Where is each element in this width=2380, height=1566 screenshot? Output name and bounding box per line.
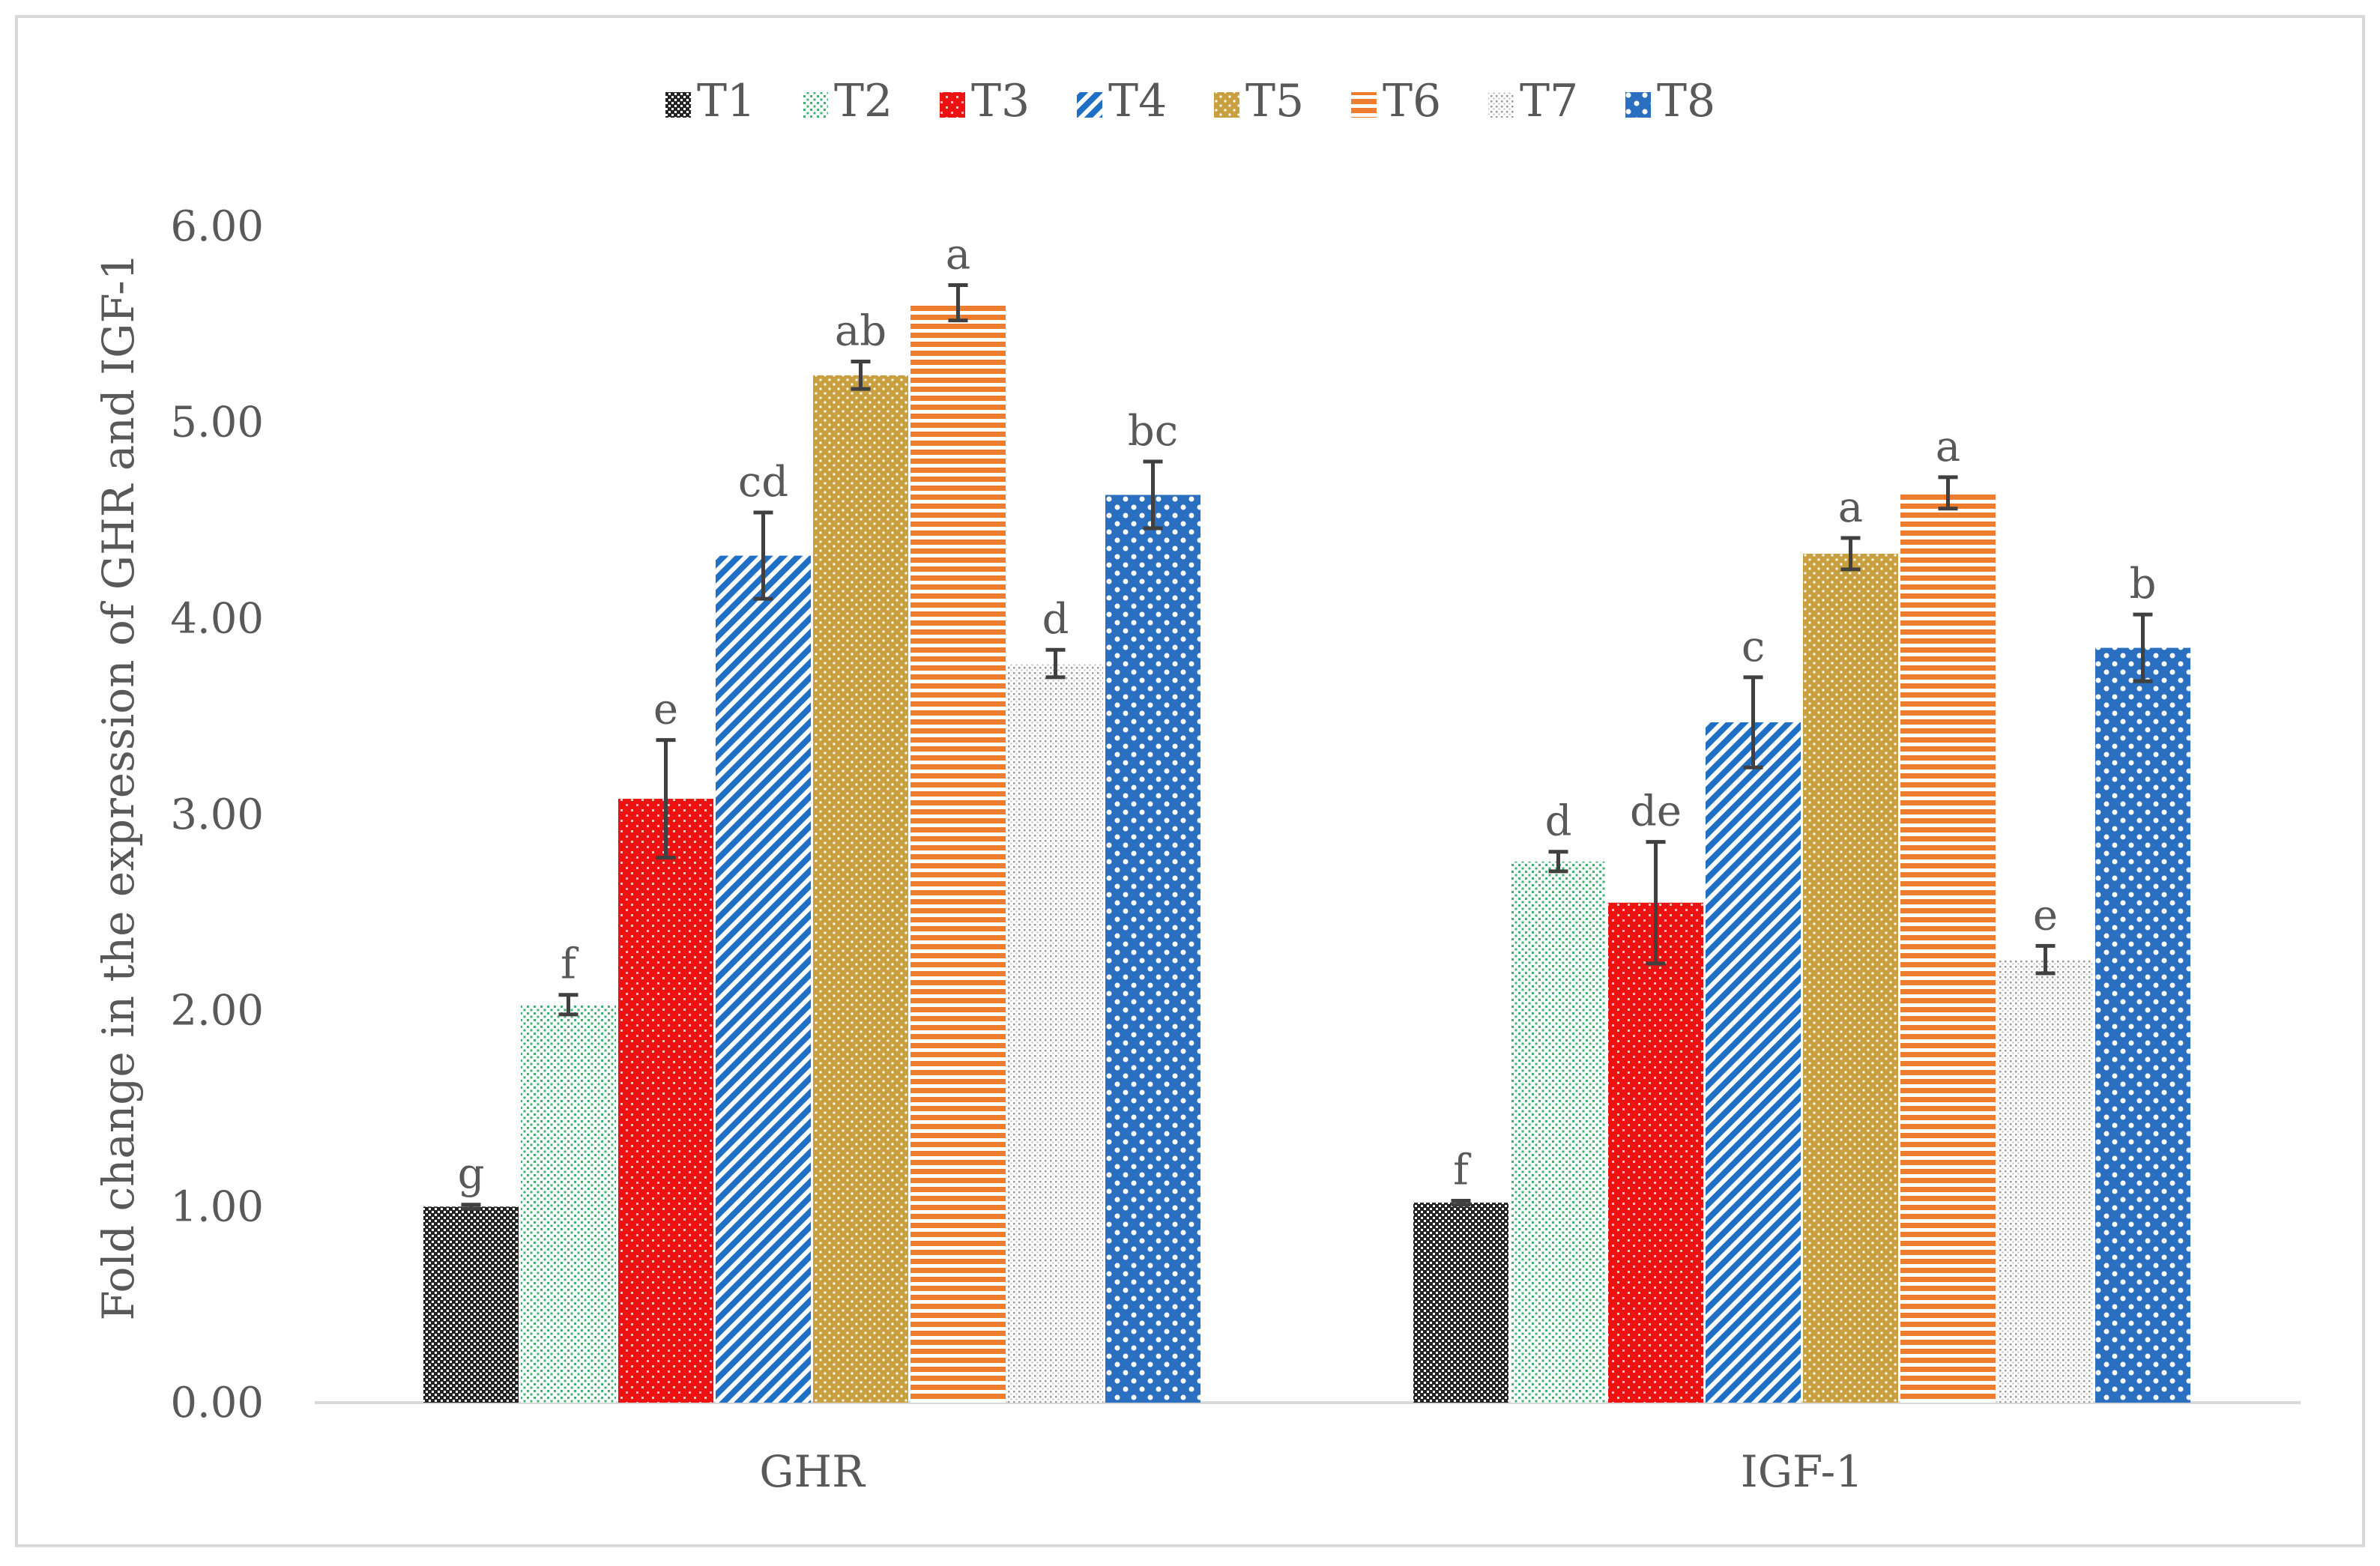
significance-letter: a: [946, 231, 970, 279]
legend-label: T7: [1520, 75, 1578, 127]
bar-t7-igf-1: [1998, 959, 2093, 1403]
legend-swatch: [1214, 92, 1239, 118]
bar-t2-igf-1: [1511, 861, 1606, 1403]
error-bar: [1743, 675, 1763, 770]
error-bar: [1143, 459, 1163, 530]
bar-t7-ghr: [1008, 663, 1103, 1403]
bar-t6-igf-1: [1900, 492, 1996, 1403]
bar-t3-ghr: [618, 799, 713, 1403]
legend-item-t8: T8: [1625, 75, 1715, 127]
bar-t5-igf-1: [1803, 553, 1898, 1403]
legend-label: T4: [1108, 75, 1167, 127]
error-bar: [1938, 475, 1958, 511]
bar-t2-ghr: [521, 1004, 616, 1403]
legend-swatch: [1625, 92, 1651, 118]
legend-item-t1: T1: [665, 75, 755, 127]
bar-t1-igf-1: [1413, 1203, 1508, 1403]
significance-letter: b: [2130, 560, 2157, 608]
significance-letter: d: [1042, 595, 1069, 644]
error-bar: [1045, 647, 1066, 680]
legend-item-t5: T5: [1214, 75, 1304, 127]
bar-t8-igf-1: [2095, 647, 2190, 1403]
legend-label: T1: [697, 75, 755, 127]
y-axis-label: Fold change in the expression of GHR and…: [93, 253, 144, 1320]
significance-letter: a: [1936, 423, 1960, 471]
x-tick-label: GHR: [759, 1446, 866, 1497]
error-bar: [558, 993, 579, 1017]
significance-letter: a: [1838, 483, 1863, 532]
x-tick-label: IGF-1: [1741, 1446, 1863, 1497]
bar-t1-ghr: [423, 1206, 519, 1403]
legend-swatch: [1488, 92, 1514, 118]
y-tick-label: 6.00: [170, 202, 264, 251]
significance-letter: e: [653, 686, 678, 734]
error-bar: [2035, 943, 2056, 976]
error-bar: [1451, 1198, 1471, 1207]
y-tick-label: 1.00: [170, 1182, 264, 1231]
legend-swatch: [1351, 92, 1377, 118]
legend-label: T2: [834, 75, 892, 127]
error-bar: [656, 738, 676, 860]
significance-letter: e: [2033, 891, 2058, 940]
error-bar: [1840, 536, 1861, 572]
significance-letter: de: [1630, 787, 1682, 836]
significance-letter: c: [1742, 623, 1765, 671]
legend-label: T3: [971, 75, 1030, 127]
legend: T1 T2 T3 T4 T5 T6 T7 T8: [665, 75, 1715, 127]
legend-swatch: [1077, 92, 1102, 118]
legend-swatch: [940, 92, 965, 118]
legend-label: T5: [1245, 75, 1304, 127]
error-bar: [1548, 850, 1568, 874]
y-axis: 0.00 1.00 2.00 3.00 4.00 5.00 6.00: [170, 202, 264, 1427]
error-bar: [851, 360, 871, 391]
bar-t4-ghr: [716, 555, 811, 1403]
y-tick-label: 5.00: [170, 399, 264, 447]
y-tick-label: 0.00: [170, 1379, 264, 1427]
error-bar: [461, 1203, 481, 1211]
bars-layer: [423, 303, 2190, 1403]
y-tick-label: 2.00: [170, 987, 264, 1036]
significance-letter: bc: [1128, 407, 1178, 456]
significance-letter: d: [1545, 797, 1572, 846]
error-bar: [948, 283, 968, 323]
legend-label: T8: [1657, 75, 1715, 127]
bar-t3-igf-1: [1608, 902, 1703, 1403]
legend-swatch: [665, 92, 691, 118]
y-tick-label: 3.00: [170, 790, 264, 839]
legend-item-t4: T4: [1077, 75, 1167, 127]
bar-t6-ghr: [910, 303, 1006, 1403]
legend-swatch: [803, 92, 828, 118]
legend-label: T6: [1383, 75, 1441, 127]
bar-t5-ghr: [813, 375, 908, 1403]
error-bars-layer: [461, 283, 2153, 1211]
error-bar: [753, 510, 773, 601]
legend-item-t2: T2: [803, 75, 892, 127]
significance-letter: ab: [835, 307, 887, 356]
error-bar: [1646, 840, 1666, 966]
y-tick-label: 4.00: [170, 594, 264, 643]
error-bar: [2133, 612, 2153, 683]
legend-item-t6: T6: [1351, 75, 1441, 127]
significance-letter: g: [458, 1150, 485, 1199]
significance-letter: cd: [738, 458, 788, 507]
bar-t8-ghr: [1105, 495, 1200, 1403]
bar-t4-igf-1: [1706, 722, 1801, 1403]
legend-item-t7: T7: [1488, 75, 1578, 127]
legend-item-t3: T3: [940, 75, 1030, 127]
